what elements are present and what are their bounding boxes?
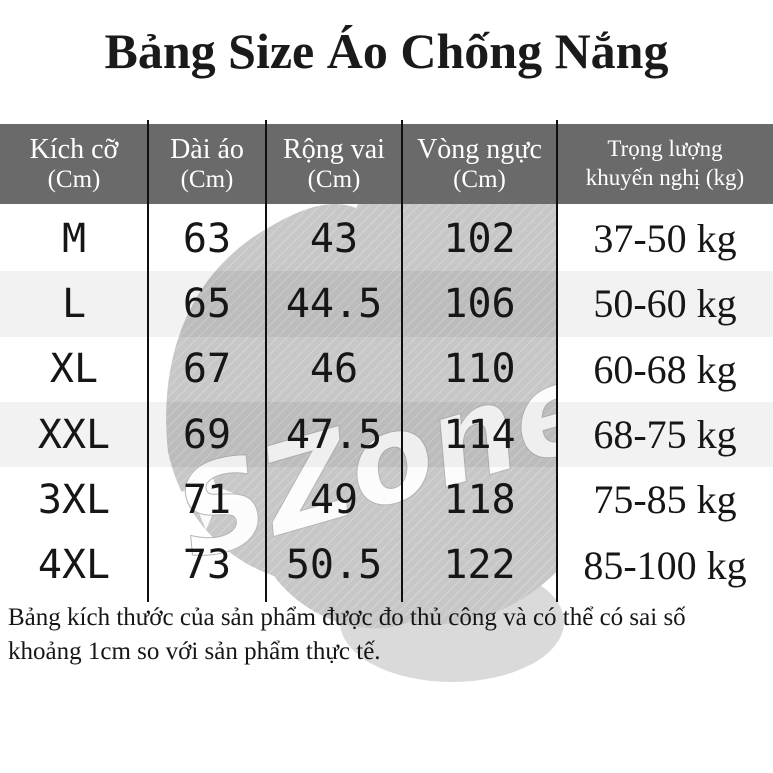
watermark-blob bbox=[166, 179, 631, 629]
page-title: Bảng Size Áo Chống Nắng bbox=[104, 23, 669, 79]
size-value: L bbox=[61, 280, 87, 327]
header-size-label: Kích cỡ bbox=[29, 133, 119, 165]
header-shoulder-unit: (Cm) bbox=[307, 165, 361, 193]
header-shoulder: Rộng vai (Cm) bbox=[266, 124, 402, 204]
chest-value: 102 bbox=[443, 215, 516, 262]
table-row-m: M 63 43 102 37-50 kg bbox=[0, 206, 773, 271]
table-body: M 63 43 102 37-50 kg L 65 44.5 106 50-60… bbox=[0, 206, 773, 598]
table-row-xl: XL 67 46 110 60-68 kg bbox=[0, 337, 773, 402]
weight-value: 50-60 kg bbox=[593, 281, 737, 327]
chest-value: 118 bbox=[443, 476, 516, 523]
chest-value: 114 bbox=[443, 411, 516, 458]
weight-value: 85-100 kg bbox=[583, 542, 747, 588]
length-value: 63 bbox=[182, 215, 232, 262]
header-chest: Vòng ngực (Cm) bbox=[402, 124, 557, 204]
weight-value: 60-68 kg bbox=[593, 346, 737, 392]
size-value: 4XL bbox=[37, 542, 111, 589]
length-value: 67 bbox=[182, 346, 232, 393]
size-value: 3XL bbox=[37, 476, 111, 523]
header-size: Kích cỡ (Cm) bbox=[0, 124, 148, 204]
size-value: XXL bbox=[37, 411, 111, 458]
length-value: 65 bbox=[182, 280, 232, 327]
header-length-label: Dài áo bbox=[170, 133, 244, 165]
header-weight-label: Trọng lượng bbox=[607, 136, 723, 162]
header-size-unit: (Cm) bbox=[47, 165, 101, 193]
shoulder-value: 47.5 bbox=[285, 411, 383, 458]
header-length: Dài áo (Cm) bbox=[148, 124, 266, 204]
header-chest-label: Vòng ngực bbox=[417, 133, 542, 165]
header-chest-unit: (Cm) bbox=[453, 165, 506, 193]
header-shoulder-label: Rộng vai bbox=[283, 133, 385, 165]
chest-value: 122 bbox=[443, 542, 516, 589]
chest-value: 110 bbox=[443, 346, 516, 393]
table-row-xxl: XXL 69 47.5 114 68-75 kg bbox=[0, 401, 773, 468]
size-value: XL bbox=[49, 346, 99, 393]
size-value: M bbox=[61, 215, 87, 262]
weight-value: 68-75 kg bbox=[593, 412, 737, 458]
weight-value: 37-50 kg bbox=[593, 216, 737, 262]
shoulder-value: 50.5 bbox=[285, 542, 383, 589]
shoulder-value: 43 bbox=[309, 215, 359, 262]
weight-value: 75-85 kg bbox=[593, 477, 737, 523]
shoulder-value: 46 bbox=[309, 346, 359, 393]
table-row-l: L 65 44.5 106 50-60 kg bbox=[0, 271, 773, 337]
shoulder-value: 44.5 bbox=[285, 280, 383, 327]
column-divider-3 bbox=[401, 120, 403, 602]
length-value: 73 bbox=[182, 542, 232, 589]
weight-column-background bbox=[558, 204, 773, 601]
watermark-sparkle bbox=[172, 462, 240, 530]
header-weight: Trọng lượng khuyến nghị (kg) bbox=[557, 124, 773, 204]
length-value: 69 bbox=[182, 411, 232, 458]
column-divider-2 bbox=[265, 120, 267, 602]
table-header: Kích cỡ (Cm) Dài áo (Cm) Rộng vai (Cm) V… bbox=[0, 124, 773, 204]
length-value: 71 bbox=[182, 476, 232, 523]
header-length-unit: (Cm) bbox=[180, 165, 234, 193]
chest-value: 106 bbox=[443, 280, 516, 327]
table-row-4xl: 4XL 73 50.5 122 85-100 kg bbox=[0, 533, 773, 598]
column-divider-4 bbox=[556, 120, 558, 602]
footnote: Bảng kích thước của sản phẩm được đo thủ… bbox=[8, 604, 686, 665]
column-divider-1 bbox=[147, 120, 149, 602]
shoulder-value: 49 bbox=[309, 476, 359, 523]
header-weight-unit: khuyến nghị (kg) bbox=[585, 165, 745, 190]
table-row-3xl: 3XL 71 49 118 75-85 kg bbox=[0, 467, 773, 532]
